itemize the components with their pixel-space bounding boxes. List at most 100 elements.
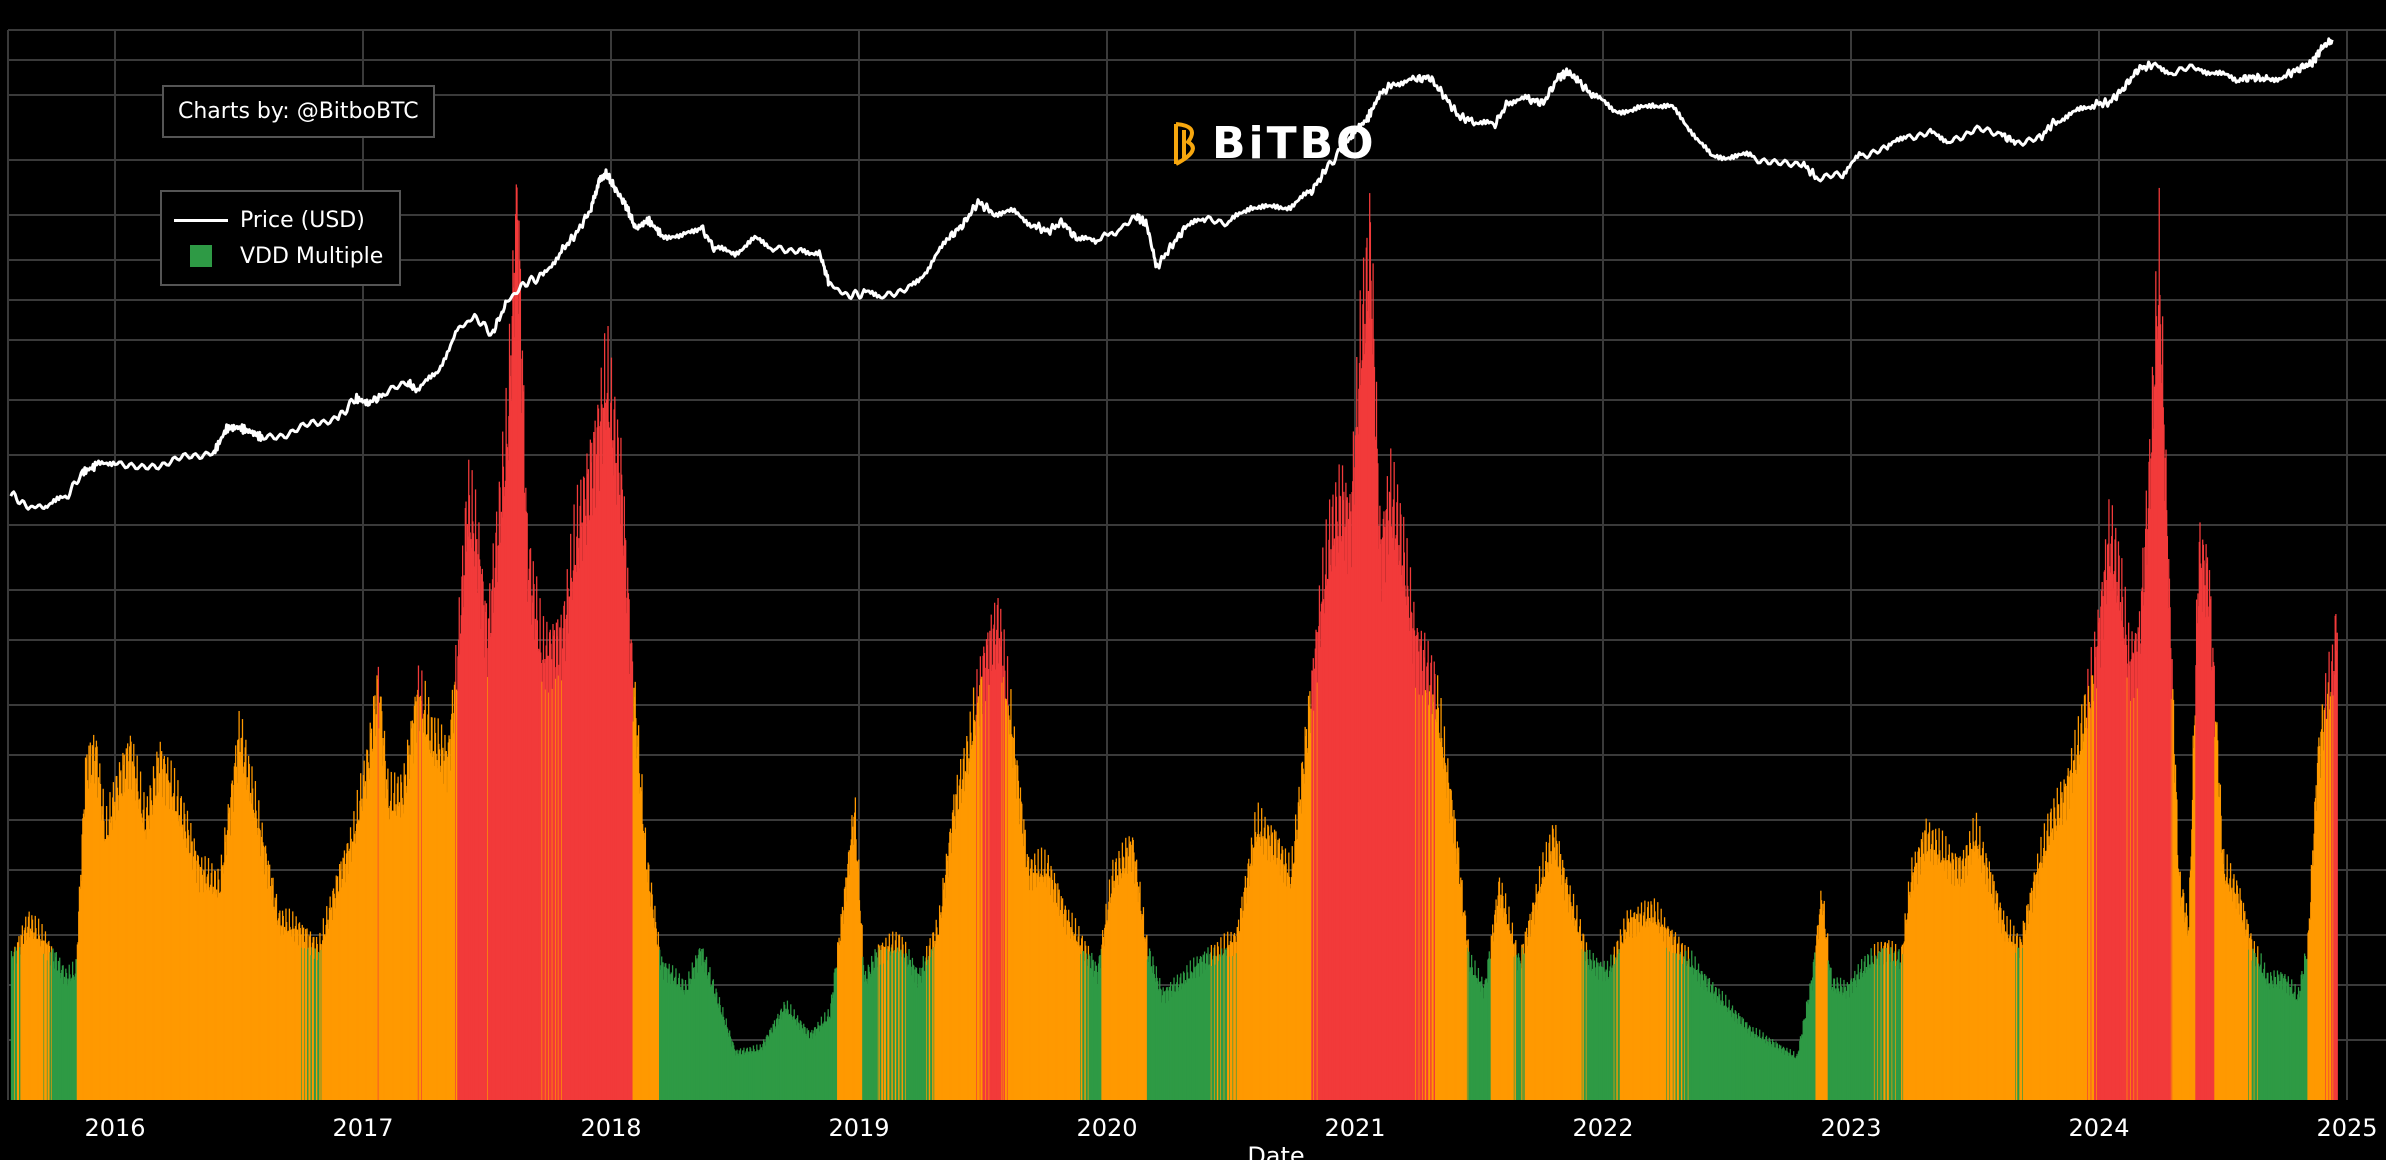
vdd-bar xyxy=(1816,925,1819,1100)
vdd-bar xyxy=(1903,941,1906,1100)
vdd-bar xyxy=(721,1016,723,1100)
vdd-bar xyxy=(1704,977,1706,1100)
vdd-bar xyxy=(381,765,384,1100)
vdd-bar xyxy=(1546,868,1548,1100)
vdd-bar xyxy=(405,792,407,1100)
vdd-bar xyxy=(564,661,566,1100)
vdd-bar xyxy=(1860,968,1862,1100)
vdd-bar xyxy=(1333,538,1336,1100)
vdd-bar xyxy=(1323,613,1325,1100)
vdd-bar xyxy=(1348,518,1350,1100)
vdd-bar xyxy=(1271,832,1274,1100)
vdd-bar xyxy=(52,961,55,1100)
vdd-bar xyxy=(1203,951,1206,1100)
vdd-bar xyxy=(184,813,186,1100)
vdd-bar xyxy=(2099,667,2101,1100)
vdd-bar xyxy=(2288,986,2290,1100)
vdd-bar xyxy=(1776,1043,1779,1100)
vdd-bar xyxy=(252,788,254,1100)
vdd-bar xyxy=(2195,665,2197,1100)
vdd-bar xyxy=(1233,932,1236,1100)
vdd-bar xyxy=(2322,731,2324,1100)
vdd-bar xyxy=(275,900,277,1100)
vdd-bar xyxy=(1904,913,1906,1100)
vdd-bar xyxy=(994,669,996,1100)
vdd-bar xyxy=(827,1009,829,1100)
vdd-bar xyxy=(1657,919,1660,1100)
vdd-bar xyxy=(773,1024,775,1100)
vdd-bar xyxy=(705,963,707,1100)
legend-item-vdd[interactable]: VDD Multiple xyxy=(174,238,383,274)
vdd-bar xyxy=(1819,908,1821,1100)
vdd-bar xyxy=(627,567,629,1100)
vdd-bar xyxy=(1160,989,1162,1100)
vdd-bar xyxy=(1868,968,1870,1100)
vdd-bar xyxy=(2131,631,2133,1100)
vdd-bar xyxy=(1572,893,1575,1100)
vdd-bar xyxy=(438,743,440,1100)
vdd-bar xyxy=(177,780,179,1100)
vdd-bar xyxy=(2311,866,2313,1100)
vdd-bar xyxy=(1564,900,1566,1100)
vdd-bar xyxy=(644,827,647,1100)
vdd-bar xyxy=(1147,956,1149,1100)
vdd-bar xyxy=(89,742,91,1100)
vdd-bar xyxy=(1483,984,1486,1100)
vdd-bar xyxy=(1490,935,1492,1100)
vdd-bar xyxy=(699,948,701,1100)
vdd-bar xyxy=(1251,844,1253,1100)
vdd-bar xyxy=(1423,657,1425,1100)
vdd-bar xyxy=(974,735,977,1100)
vdd-bar xyxy=(1908,895,1910,1100)
vdd-bar xyxy=(1231,942,1233,1100)
vdd-bar xyxy=(2228,891,2230,1100)
vdd-bar xyxy=(479,566,481,1100)
vdd-bar xyxy=(1100,968,1102,1100)
vdd-bar xyxy=(2072,760,2075,1100)
vdd-bar xyxy=(1636,915,1639,1100)
vdd-bar xyxy=(2316,811,2318,1100)
vdd-bar xyxy=(1596,957,1598,1100)
vdd-bar xyxy=(389,805,391,1100)
vdd-bar xyxy=(898,934,901,1100)
vdd-bar xyxy=(2119,610,2121,1100)
vdd-bar xyxy=(1045,873,1047,1100)
legend-item-price[interactable]: Price (USD) xyxy=(174,202,383,238)
vdd-bar xyxy=(2248,949,2250,1100)
vdd-bar xyxy=(500,511,502,1100)
vdd-bar xyxy=(283,934,285,1100)
vdd-bar xyxy=(1635,936,1637,1100)
vdd-bar xyxy=(1150,967,1152,1100)
vdd-bar xyxy=(2053,807,2056,1100)
vdd-bar xyxy=(1479,991,1482,1100)
vdd-bar xyxy=(489,636,492,1100)
vdd-bar xyxy=(2024,922,2026,1100)
vdd-bar xyxy=(464,575,466,1100)
vdd-bar xyxy=(549,629,551,1100)
vdd-bar xyxy=(1448,788,1450,1100)
vdd-bar xyxy=(2073,760,2075,1100)
vdd-bar xyxy=(1036,873,1038,1100)
vdd-bar xyxy=(1798,1050,1800,1100)
vdd-bar xyxy=(1433,661,1435,1100)
vdd-bar xyxy=(1395,534,1397,1100)
vdd-bar xyxy=(2221,849,2224,1100)
vdd-bar xyxy=(1619,953,1621,1100)
vdd-bar xyxy=(1310,708,1312,1100)
vdd-bar xyxy=(1710,992,1712,1100)
vdd-bar xyxy=(320,949,322,1100)
vdd-bar xyxy=(1710,984,1713,1100)
vdd-bar xyxy=(2185,917,2187,1100)
vdd-bar xyxy=(1856,974,1858,1100)
vdd-bar xyxy=(1114,862,1117,1100)
chart-legend[interactable]: Price (USD) VDD Multiple xyxy=(160,190,402,286)
vdd-bar xyxy=(595,507,597,1100)
vdd-bar xyxy=(1854,970,1856,1100)
vdd-bar xyxy=(1725,1006,1728,1100)
vdd-bar xyxy=(101,814,104,1100)
vdd-bar xyxy=(487,618,490,1100)
vdd-bar xyxy=(2229,863,2232,1100)
vdd-bar xyxy=(1923,861,1925,1100)
vdd-bar xyxy=(2323,750,2325,1100)
vdd-bar xyxy=(1814,952,1816,1100)
